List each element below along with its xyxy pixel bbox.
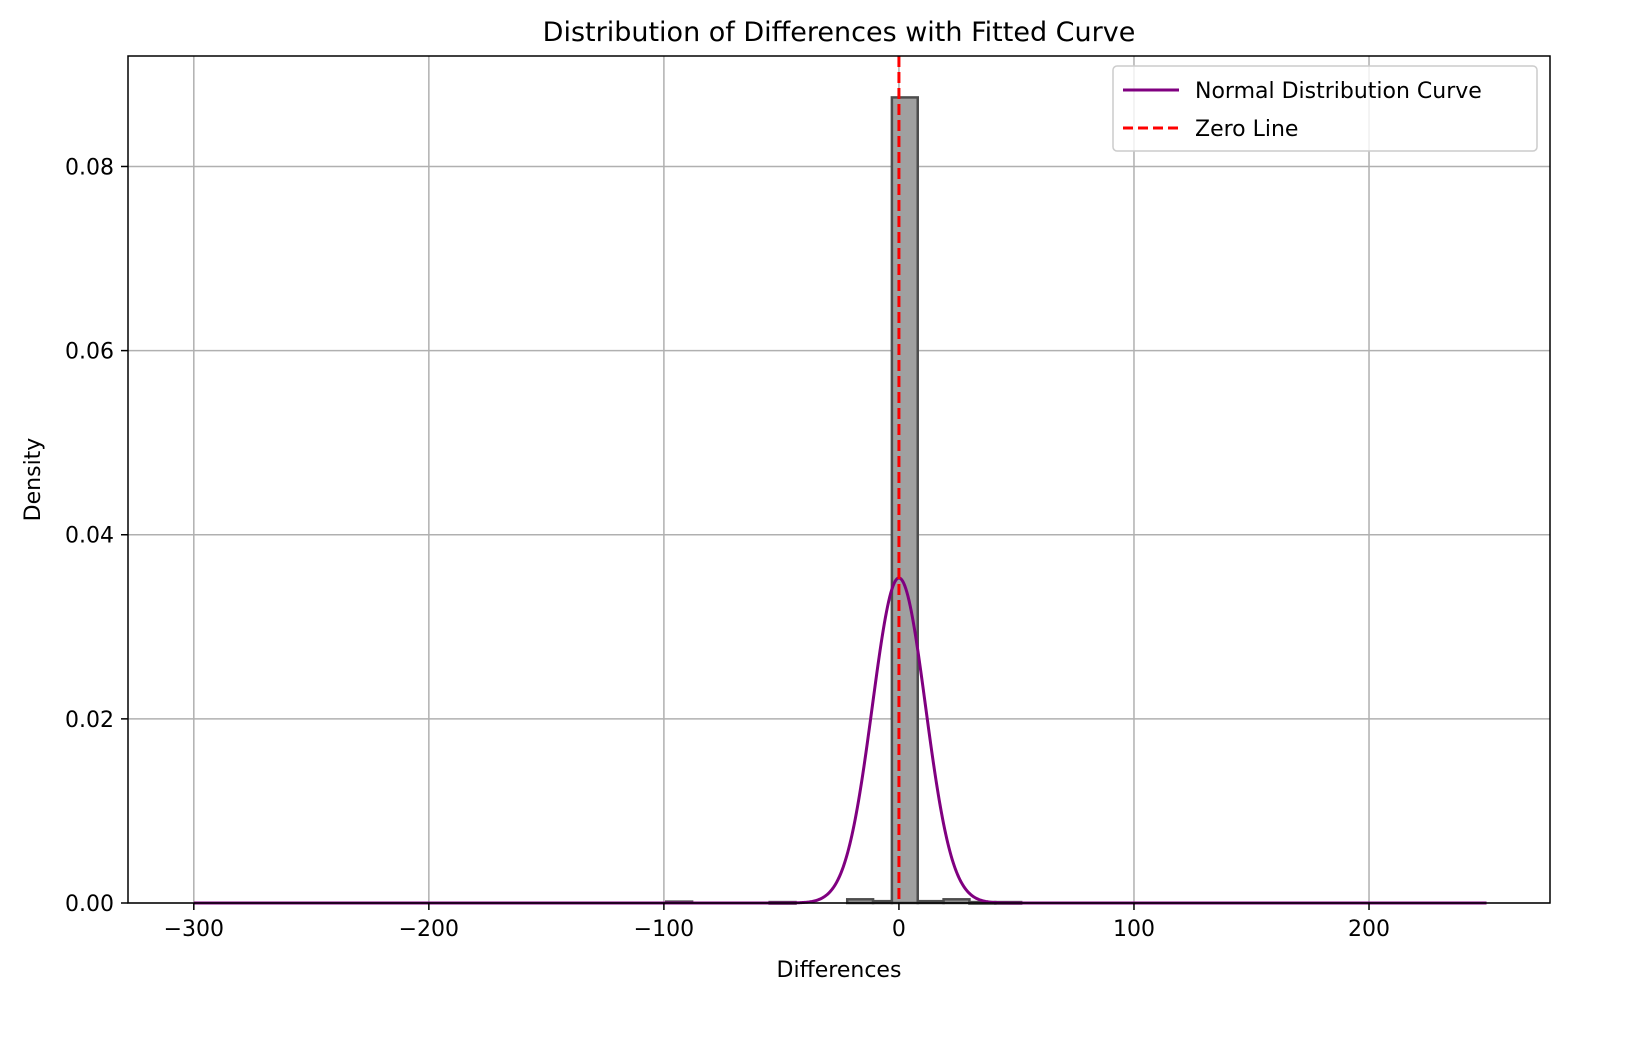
y-tick-label: 0.08 (65, 155, 114, 180)
x-tick-label: 0 (892, 917, 906, 942)
y-tick-label: 0.02 (65, 708, 114, 733)
plot-frame (127, 55, 1551, 904)
x-tick-label: −100 (634, 917, 694, 942)
y-tick-label: 0.06 (65, 340, 114, 365)
x-tick-label: −200 (399, 917, 459, 942)
legend-box (1112, 65, 1538, 152)
x-tick-label: 200 (1348, 917, 1390, 942)
legend-label-zero-line: Zero Line (1195, 117, 1298, 142)
x-tick-label: −300 (164, 917, 224, 942)
x-tick-label: 100 (1113, 917, 1155, 942)
y-tick-label: 0.04 (65, 524, 114, 549)
y-tick-label: 0.00 (65, 892, 114, 917)
x-axis-ticks: −300 −200 −100 0 100 200 (164, 903, 1390, 942)
x-axis-title: Differences (777, 958, 902, 983)
y-axis-ticks: 0.00 0.02 0.04 0.06 0.08 (65, 155, 128, 917)
histogram-bar (890, 96, 919, 905)
legend-label-normal-curve: Normal Distribution Curve (1195, 79, 1482, 104)
legend: Normal Distribution Curve Zero Line (1112, 65, 1538, 152)
y-axis-title: Density (21, 438, 46, 522)
chart-title: Distribution of Differences with Fitted … (543, 17, 1136, 48)
